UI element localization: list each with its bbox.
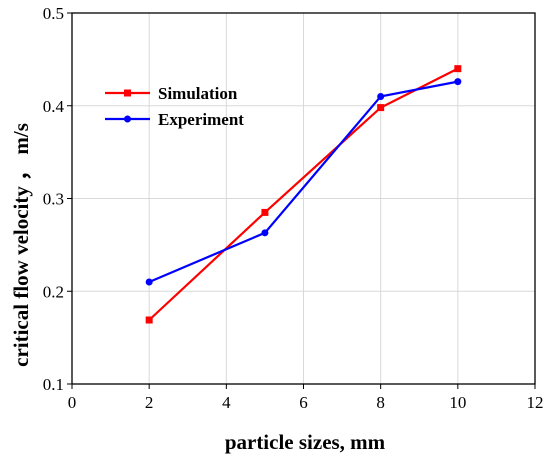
data-point-experiment	[454, 78, 462, 86]
x-tick-label: 4	[222, 393, 231, 412]
x-axis-title: particle sizes, mm	[225, 430, 386, 454]
y-axis-title: critical flow velocity ， m/s	[9, 123, 33, 367]
x-tick-label: 12	[527, 393, 544, 412]
legend-marker-simulation	[124, 89, 131, 97]
grid	[72, 13, 535, 384]
x-tick-label: 10	[449, 393, 466, 412]
x-tick-label: 2	[145, 393, 154, 412]
data-point-simulation	[377, 104, 385, 112]
y-tick-label: 0.5	[43, 4, 64, 23]
y-tick-label: 0.2	[43, 282, 64, 301]
series-line-experiment	[148, 80, 459, 283]
axis-ticks: 0 2 4 6 8 10 12 0.1 0.2 0.3 0.4 0.5	[43, 4, 544, 412]
legend: Simulation Experiment	[105, 84, 244, 129]
x-tick-label: 8	[376, 393, 385, 412]
legend-label-simulation: Simulation	[158, 84, 238, 103]
legend-marker-experiment	[124, 115, 131, 123]
x-tick-label: 0	[68, 393, 77, 412]
series-layer	[145, 65, 462, 324]
data-point-experiment	[145, 278, 153, 286]
data-point-simulation	[145, 316, 153, 324]
data-point-experiment	[261, 229, 269, 237]
data-point-simulation	[261, 208, 269, 216]
y-tick-label: 0.4	[43, 97, 65, 116]
data-point-experiment	[377, 92, 385, 100]
y-tick-label: 0.1	[43, 375, 64, 394]
x-tick-label: 6	[299, 393, 308, 412]
data-point-simulation	[454, 65, 462, 73]
legend-label-experiment: Experiment	[158, 110, 244, 129]
y-tick-label: 0.3	[43, 190, 64, 209]
